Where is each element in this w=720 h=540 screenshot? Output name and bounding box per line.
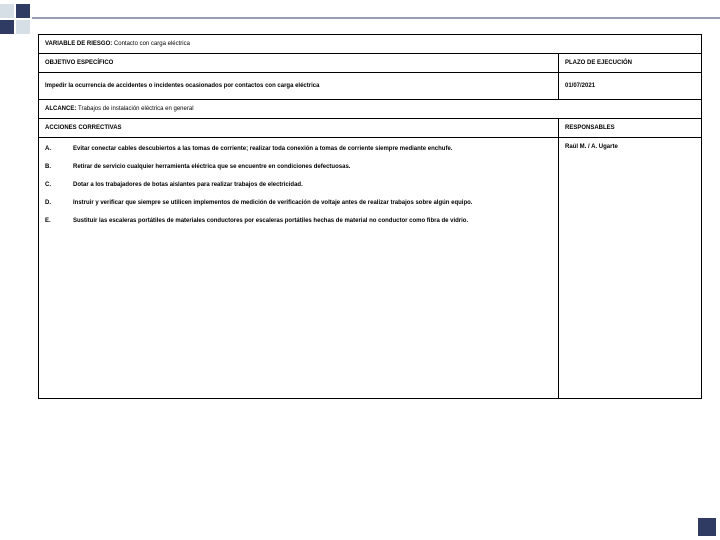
action-item: E. Sustituir las escaleras portátiles de … [45,218,552,224]
action-item: A. Evitar conectar cables descubiertos a … [45,146,552,152]
plazo-header: PLAZO DE EJECUCIÓN [559,54,701,72]
row-variable-riesgo: VARIABLE DE RIESGO: Contacto con carga e… [39,35,701,54]
objetivo-header: OBJETIVO ESPECÍFICO [39,54,559,72]
risk-form-table: VARIABLE DE RIESGO: Contacto con carga e… [38,34,702,399]
action-key: A. [45,146,59,152]
responsables-header: RESPONSABLES [559,119,701,137]
actions-cell: A. Evitar conectar cables descubiertos a … [39,138,559,398]
action-text: Dotar a los trabajadores de botas aislan… [73,182,552,188]
variable-riesgo-cell: VARIABLE DE RIESGO: Contacto con carga e… [39,35,701,53]
row-acciones-body: A. Evitar conectar cables descubiertos a … [39,138,701,398]
alcance-label: ALCANCE: [45,106,76,112]
action-key: D. [45,200,59,206]
action-key: E. [45,218,59,224]
action-item: B. Retirar de servicio cualquier herramie… [45,164,552,170]
row-objetivo-headers: OBJETIVO ESPECÍFICO PLAZO DE EJECUCIÓN [39,54,701,73]
plazo-text: 01/07/2021 [559,73,701,99]
action-key: C. [45,182,59,188]
variable-riesgo-label: VARIABLE DE RIESGO: [45,41,112,47]
action-key: B. [45,164,59,170]
action-item: C. Dotar a los trabajadores de botas aisl… [45,182,552,188]
row-alcance: ALCANCE: Trabajos de instalación eléctri… [39,100,701,119]
action-item: D. Instruir y verificar que siempre se ut… [45,200,552,206]
alcance-cell: ALCANCE: Trabajos de instalación eléctri… [39,100,701,118]
action-text: Sustituir las escaleras portátiles de ma… [73,218,552,224]
action-text: Evitar conectar cables descubiertos a la… [73,146,552,152]
action-text: Retirar de servicio cualquier herramient… [73,164,552,170]
acciones-header: ACCIONES CORRECTIVAS [39,119,559,137]
variable-riesgo-value: Contacto con carga eléctrica [114,41,190,47]
objetivo-text: Impedir la ocurrencia de accidentes o in… [39,73,559,99]
responsables-text: Raúl M. / A. Ugarte [559,138,701,398]
action-text: Instruir y verificar que siempre se util… [73,200,552,206]
action-list: A. Evitar conectar cables descubiertos a … [39,138,558,238]
alcance-value: Trabajos de instalación eléctrica en gen… [78,106,194,112]
row-acciones-headers: ACCIONES CORRECTIVAS RESPONSABLES [39,119,701,138]
row-objetivo-values: Impedir la ocurrencia de accidentes o in… [39,73,701,100]
